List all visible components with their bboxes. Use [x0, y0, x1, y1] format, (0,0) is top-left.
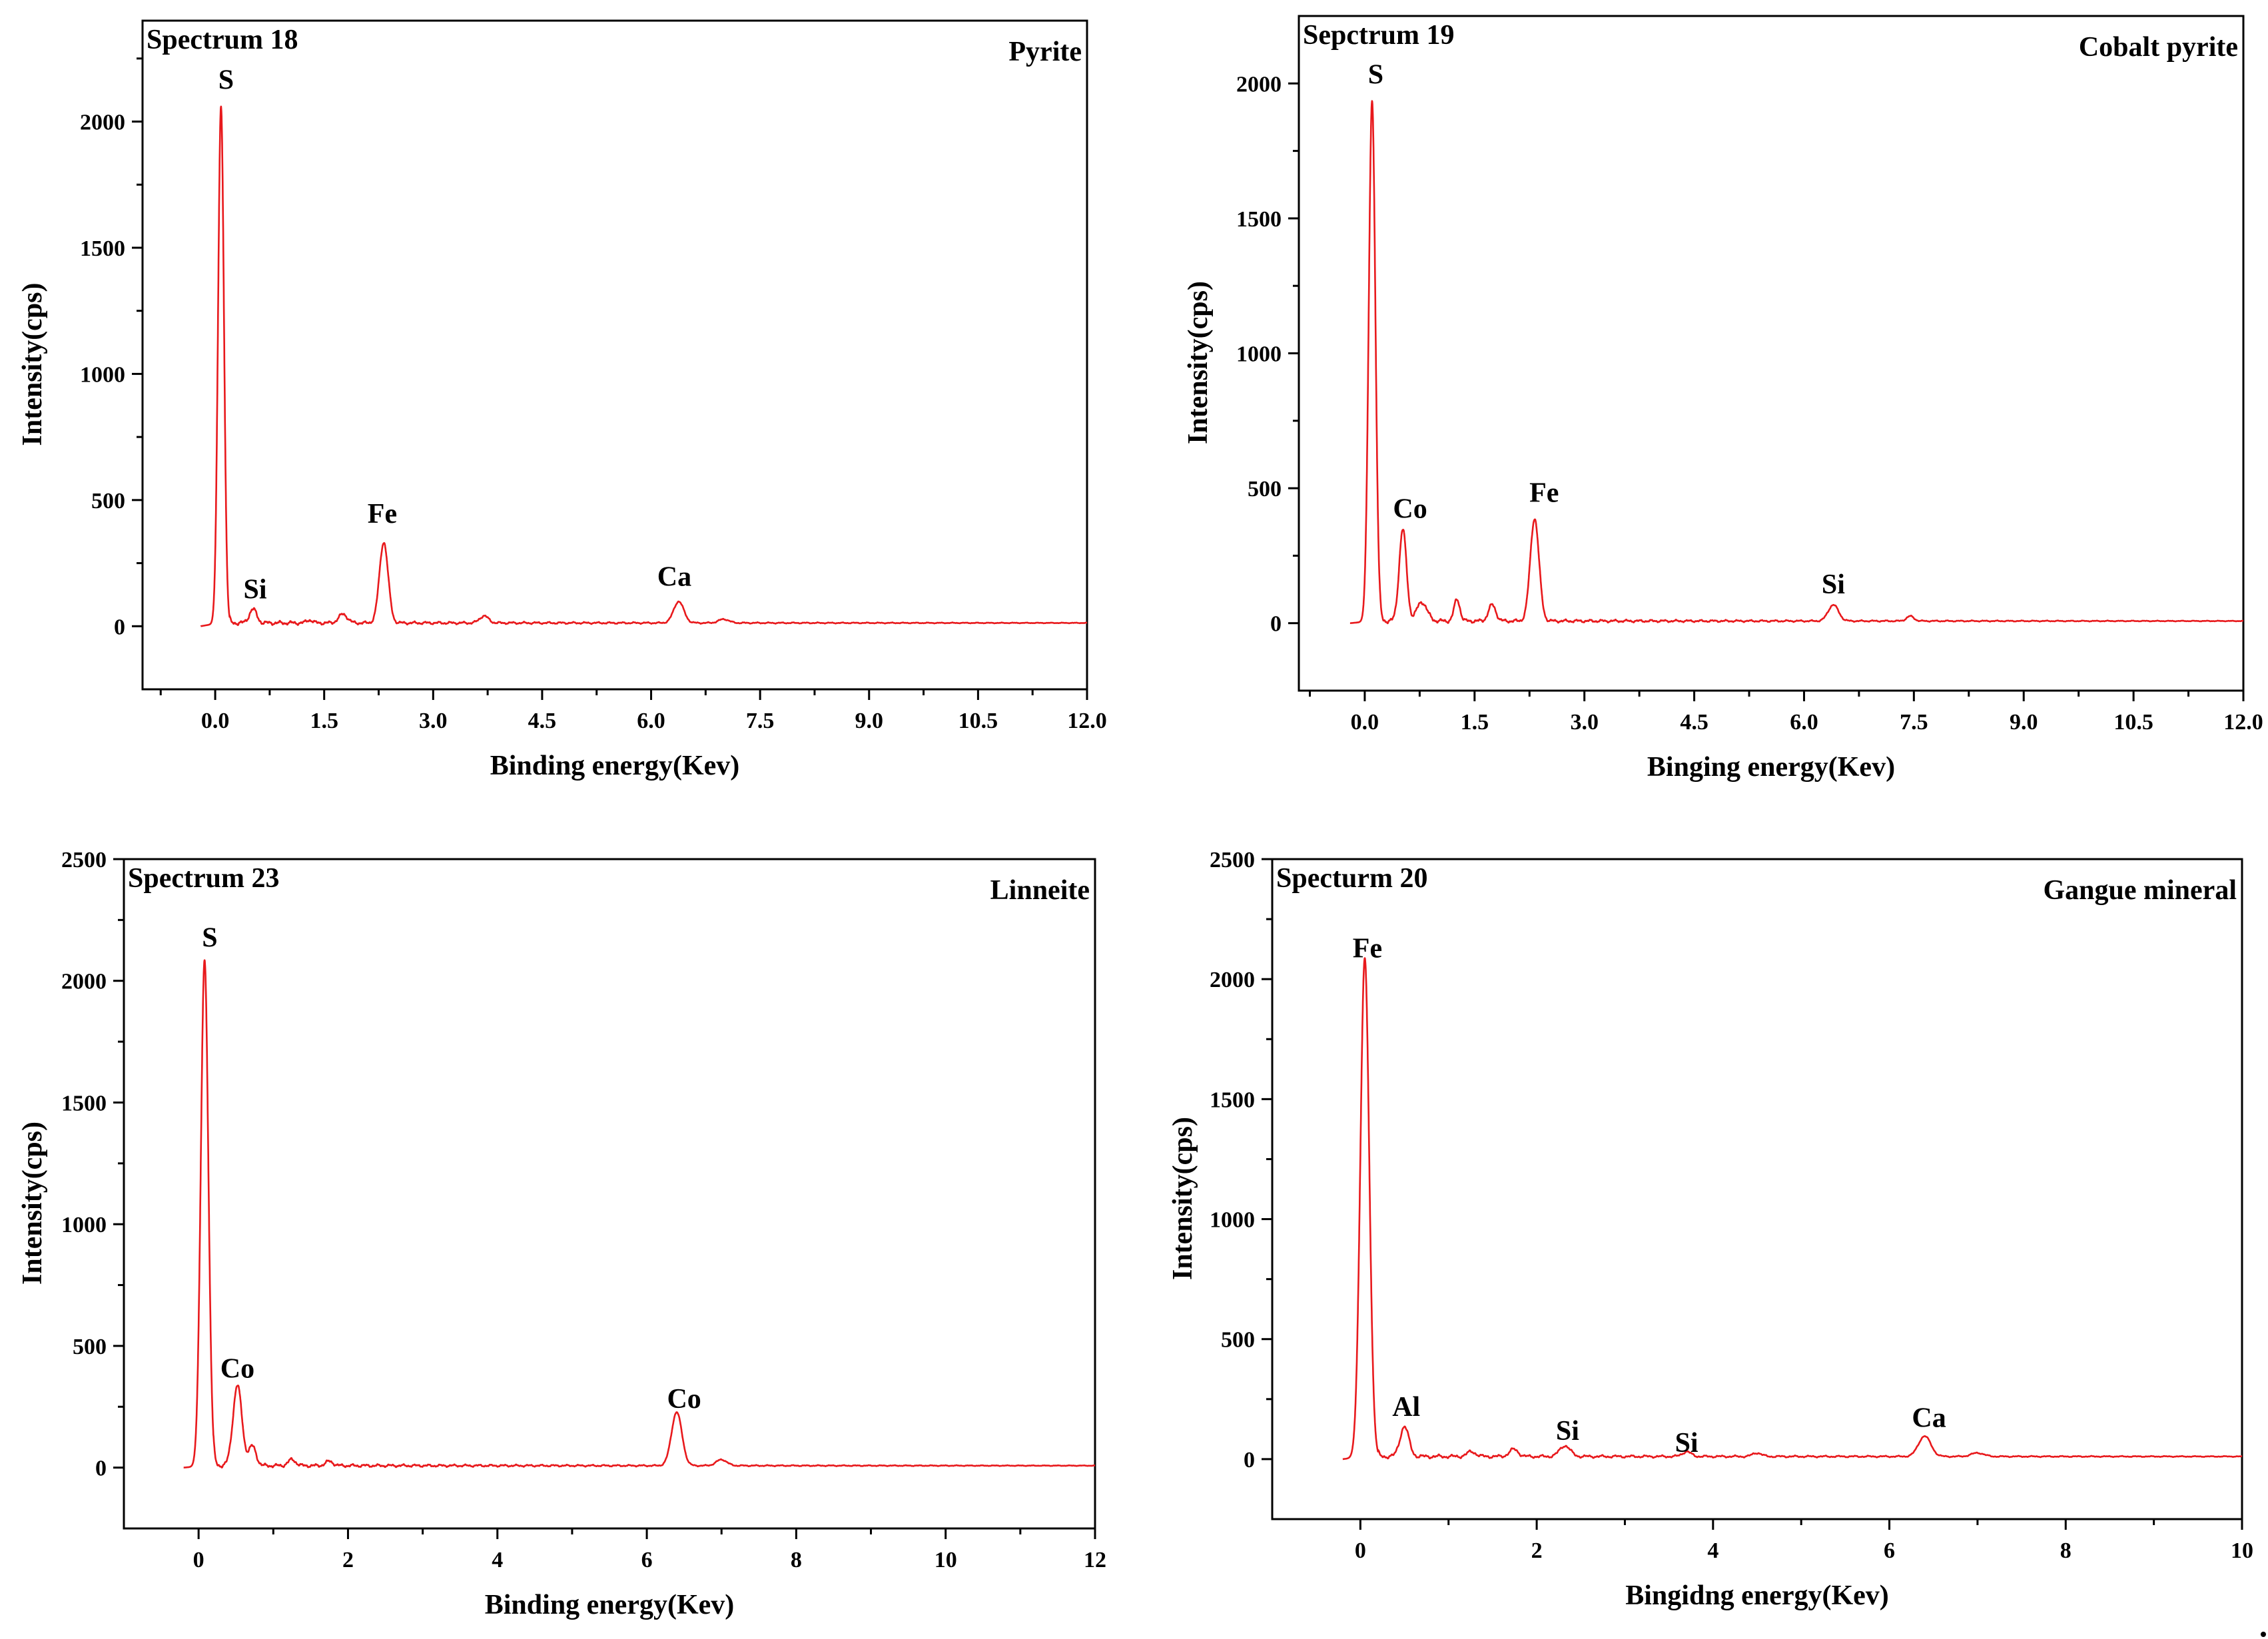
- x-tick-label: 4: [1707, 1538, 1718, 1563]
- mineral-title: Pyrite: [1008, 37, 1082, 67]
- x-tick-label: 1.5: [310, 709, 338, 733]
- panel-spectrum-19-cobalt-pyrite: 0.0 1.5 3.0 4.5 6.0 7.5 9.0 10.5 12.0 0 500 1000 150…: [1183, 15, 2263, 783]
- x-tick-label: 0: [193, 1548, 204, 1572]
- x-tick-label: 12.0: [1067, 709, 1107, 733]
- panel-spectrum-23-linneite: 0 2 4 6 8 10 12 0 500 1000 1500 2000 2500 Binding ene…: [17, 848, 1106, 1620]
- peak-label: S: [202, 923, 217, 954]
- x-tick-label: 12.0: [2223, 710, 2263, 735]
- peak-label: Co: [1393, 494, 1427, 525]
- y-tick-label: 0: [1270, 612, 1282, 637]
- x-tick-label: 7.5: [746, 709, 775, 733]
- peak-label: Si: [1822, 569, 1845, 600]
- x-tick-label: 6: [641, 1548, 653, 1572]
- plot-frame: [123, 858, 1096, 1530]
- x-tick-label: 3.0: [1570, 710, 1599, 735]
- spectrum-series-line: [200, 105, 1088, 627]
- x-tick-label: 6.0: [637, 709, 665, 733]
- y-tick-label: 1500: [61, 1091, 107, 1116]
- y-tick-label: 2500: [1210, 848, 1255, 872]
- x-tick-label: 4.5: [528, 709, 557, 733]
- x-tick-label: 12: [1084, 1548, 1106, 1572]
- x-tick-label: 4: [492, 1548, 503, 1572]
- peak-label: Fe: [1353, 934, 1382, 964]
- x-axis-label: Binding energy(Kev): [485, 1590, 735, 1620]
- peak-label: Al: [1392, 1392, 1420, 1423]
- mineral-title: Cobalt pyrite: [2079, 32, 2238, 63]
- y-tick-label: 500: [73, 1335, 107, 1359]
- peak-label: Fe: [1529, 478, 1559, 508]
- x-axis-label: Binding energy(Kev): [490, 751, 740, 781]
- x-axis-label: Bingidng energy(Kev): [1625, 1580, 1889, 1611]
- mineral-title: Gangue mineral: [2044, 875, 2237, 906]
- x-tick-label: 0.0: [1351, 710, 1379, 735]
- spectrum-series-line: [1349, 100, 2244, 625]
- y-tick-label: 500: [91, 489, 125, 513]
- x-tick-label: 4.5: [1680, 710, 1708, 735]
- x-tick-label: 2: [1531, 1538, 1543, 1563]
- x-axis-label: Binging energy(Kev): [1647, 752, 1895, 783]
- spectrum-title: Specturm 20: [1276, 863, 1427, 894]
- spectrum-title: Spectrum 18: [147, 25, 298, 55]
- y-tick-label: 500: [1221, 1328, 1255, 1353]
- peak-label: Co: [667, 1384, 701, 1415]
- y-tick-label: 0: [95, 1457, 107, 1481]
- y-tick-label: 1000: [1210, 1208, 1255, 1233]
- plot-frame: [1271, 858, 2243, 1520]
- peak-label: Fe: [368, 499, 397, 529]
- y-tick-label: 0: [114, 615, 125, 639]
- mineral-title: Linneite: [990, 875, 1090, 906]
- x-tick-label: 1.5: [1461, 710, 1489, 735]
- x-tick-label: 7.5: [1900, 710, 1928, 735]
- y-axis-label: Intensity(cps): [1183, 281, 1214, 444]
- peak-label: Ca: [1912, 1403, 1946, 1433]
- x-tick-label: 6.0: [1790, 710, 1818, 735]
- x-tick-label: 9.0: [855, 709, 884, 733]
- peak-label: Ca: [657, 562, 691, 593]
- y-tick-label: 2000: [61, 970, 107, 994]
- x-tick-label: 6: [1884, 1538, 1895, 1563]
- x-tick-label: 8: [791, 1548, 802, 1572]
- y-tick-label: 1500: [80, 236, 125, 261]
- spectrum-title: Sepctrum 19: [1303, 20, 1454, 51]
- plot-frame: [1298, 15, 2245, 692]
- y-axis-label: Intensity(cps): [17, 1122, 48, 1285]
- x-tick-label: 10.5: [958, 709, 998, 733]
- y-axis-label: Intensity(cps): [1168, 1117, 1198, 1280]
- y-tick-label: 2000: [1210, 968, 1255, 992]
- trailing-dot: [2261, 1632, 2266, 1637]
- peak-label: Si: [1556, 1416, 1579, 1447]
- y-tick-label: 2500: [61, 848, 107, 872]
- y-tick-label: 1000: [80, 362, 125, 387]
- peak-label: Si: [1675, 1428, 1699, 1459]
- y-tick-label: 2000: [80, 111, 125, 135]
- x-tick-label: 10: [935, 1548, 957, 1572]
- peak-label: Si: [244, 575, 267, 605]
- x-tick-label: 9.0: [2010, 710, 2038, 735]
- peak-label: S: [1368, 59, 1383, 90]
- y-tick-label: 1000: [1236, 342, 1282, 367]
- y-tick-label: 0: [1244, 1448, 1255, 1473]
- y-tick-label: 1000: [61, 1213, 107, 1237]
- spectrum-title: Spectrum 23: [128, 863, 279, 894]
- panel-spectrum-18-pyrite: 0.0 1.5 3.0 4.5 6.0 7.5 9.0 10.5 12.0 0 500 1000 150…: [17, 19, 1107, 781]
- x-tick-label: 0: [1355, 1538, 1366, 1563]
- panel-spectrum-20-gangue-mineral: 0 2 4 6 8 10 0 500 1000 1500 2000 2500 Bingidng ener…: [1168, 848, 2253, 1611]
- peak-label: Co: [220, 1353, 254, 1384]
- y-tick-label: 1500: [1210, 1088, 1255, 1112]
- y-axis-label: Intensity(cps): [17, 282, 48, 446]
- x-tick-label: 10: [2231, 1538, 2253, 1563]
- plot-frame: [141, 19, 1088, 691]
- spectrum-series-line: [183, 959, 1096, 1469]
- y-tick-label: 1500: [1236, 207, 1282, 232]
- x-tick-label: 3.0: [419, 709, 448, 733]
- x-tick-label: 10.5: [2113, 710, 2153, 735]
- y-tick-label: 2000: [1236, 72, 1282, 97]
- x-tick-label: 2: [342, 1548, 354, 1572]
- y-tick-label: 500: [1248, 477, 1282, 501]
- x-tick-label: 0.0: [201, 709, 230, 733]
- x-tick-label: 8: [2060, 1538, 2072, 1563]
- spectrum-series-line: [1341, 957, 2243, 1461]
- peak-label: S: [218, 65, 234, 95]
